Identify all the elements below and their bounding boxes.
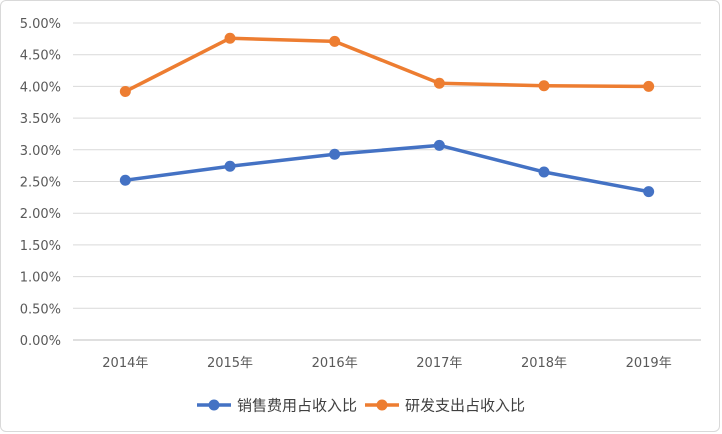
data-point — [538, 166, 550, 178]
x-axis-tick-labels: 2014年 2015年 2016年 2017年 2018年 2019年 — [102, 356, 671, 371]
data-point — [643, 80, 655, 92]
y-tick-label: 3.50% — [20, 112, 61, 127]
data-point — [643, 186, 655, 198]
legend-item-1: 销售费用占收入比 — [197, 397, 357, 415]
y-tick-label: 0.00% — [20, 334, 61, 349]
gridlines — [73, 22, 701, 341]
x-tick-label: 2016年 — [312, 356, 358, 371]
y-tick-label: 2.00% — [20, 207, 61, 222]
x-tick-label: 2015年 — [207, 356, 253, 371]
x-tick-label: 2017年 — [416, 356, 462, 371]
y-tick-label: 1.50% — [20, 239, 61, 254]
y-tick-label: 0.50% — [20, 302, 61, 317]
series-1 — [119, 139, 655, 198]
x-tick-label: 2019年 — [626, 356, 672, 371]
x-tick-label: 2014年 — [102, 356, 148, 371]
data-point — [224, 160, 236, 172]
series-line — [123, 36, 651, 94]
data-point — [329, 35, 341, 47]
data-point — [433, 139, 445, 151]
legend: 销售费用占收入比 研发支出占收入比 — [197, 397, 525, 415]
data-point — [224, 32, 236, 44]
legend-swatch-marker — [376, 399, 388, 411]
series-2 — [119, 32, 655, 97]
y-tick-label: 4.00% — [20, 80, 61, 95]
data-point — [538, 80, 550, 92]
legend-label: 销售费用占收入比 — [237, 397, 357, 415]
legend-item-2: 研发支出占收入比 — [365, 397, 525, 415]
data-point — [119, 174, 131, 186]
y-tick-label: 3.00% — [20, 144, 61, 159]
data-point — [119, 85, 131, 97]
data-point — [433, 77, 445, 89]
y-tick-label: 5.00% — [20, 17, 61, 32]
legend-label: 研发支出占收入比 — [405, 397, 525, 415]
legend-swatch-marker — [208, 399, 220, 411]
y-axis-tick-labels: 0.00% 0.50% 1.00% 1.50% 2.00% 2.50% 3.00% 3.50%… — [20, 17, 61, 349]
y-tick-label: 2.50% — [20, 176, 61, 191]
y-tick-label: 1.00% — [20, 271, 61, 286]
series-lines — [119, 32, 655, 198]
y-tick-label: 4.50% — [20, 49, 61, 64]
series-line — [123, 143, 651, 194]
data-point — [329, 148, 341, 160]
x-tick-label: 2018年 — [521, 356, 567, 371]
